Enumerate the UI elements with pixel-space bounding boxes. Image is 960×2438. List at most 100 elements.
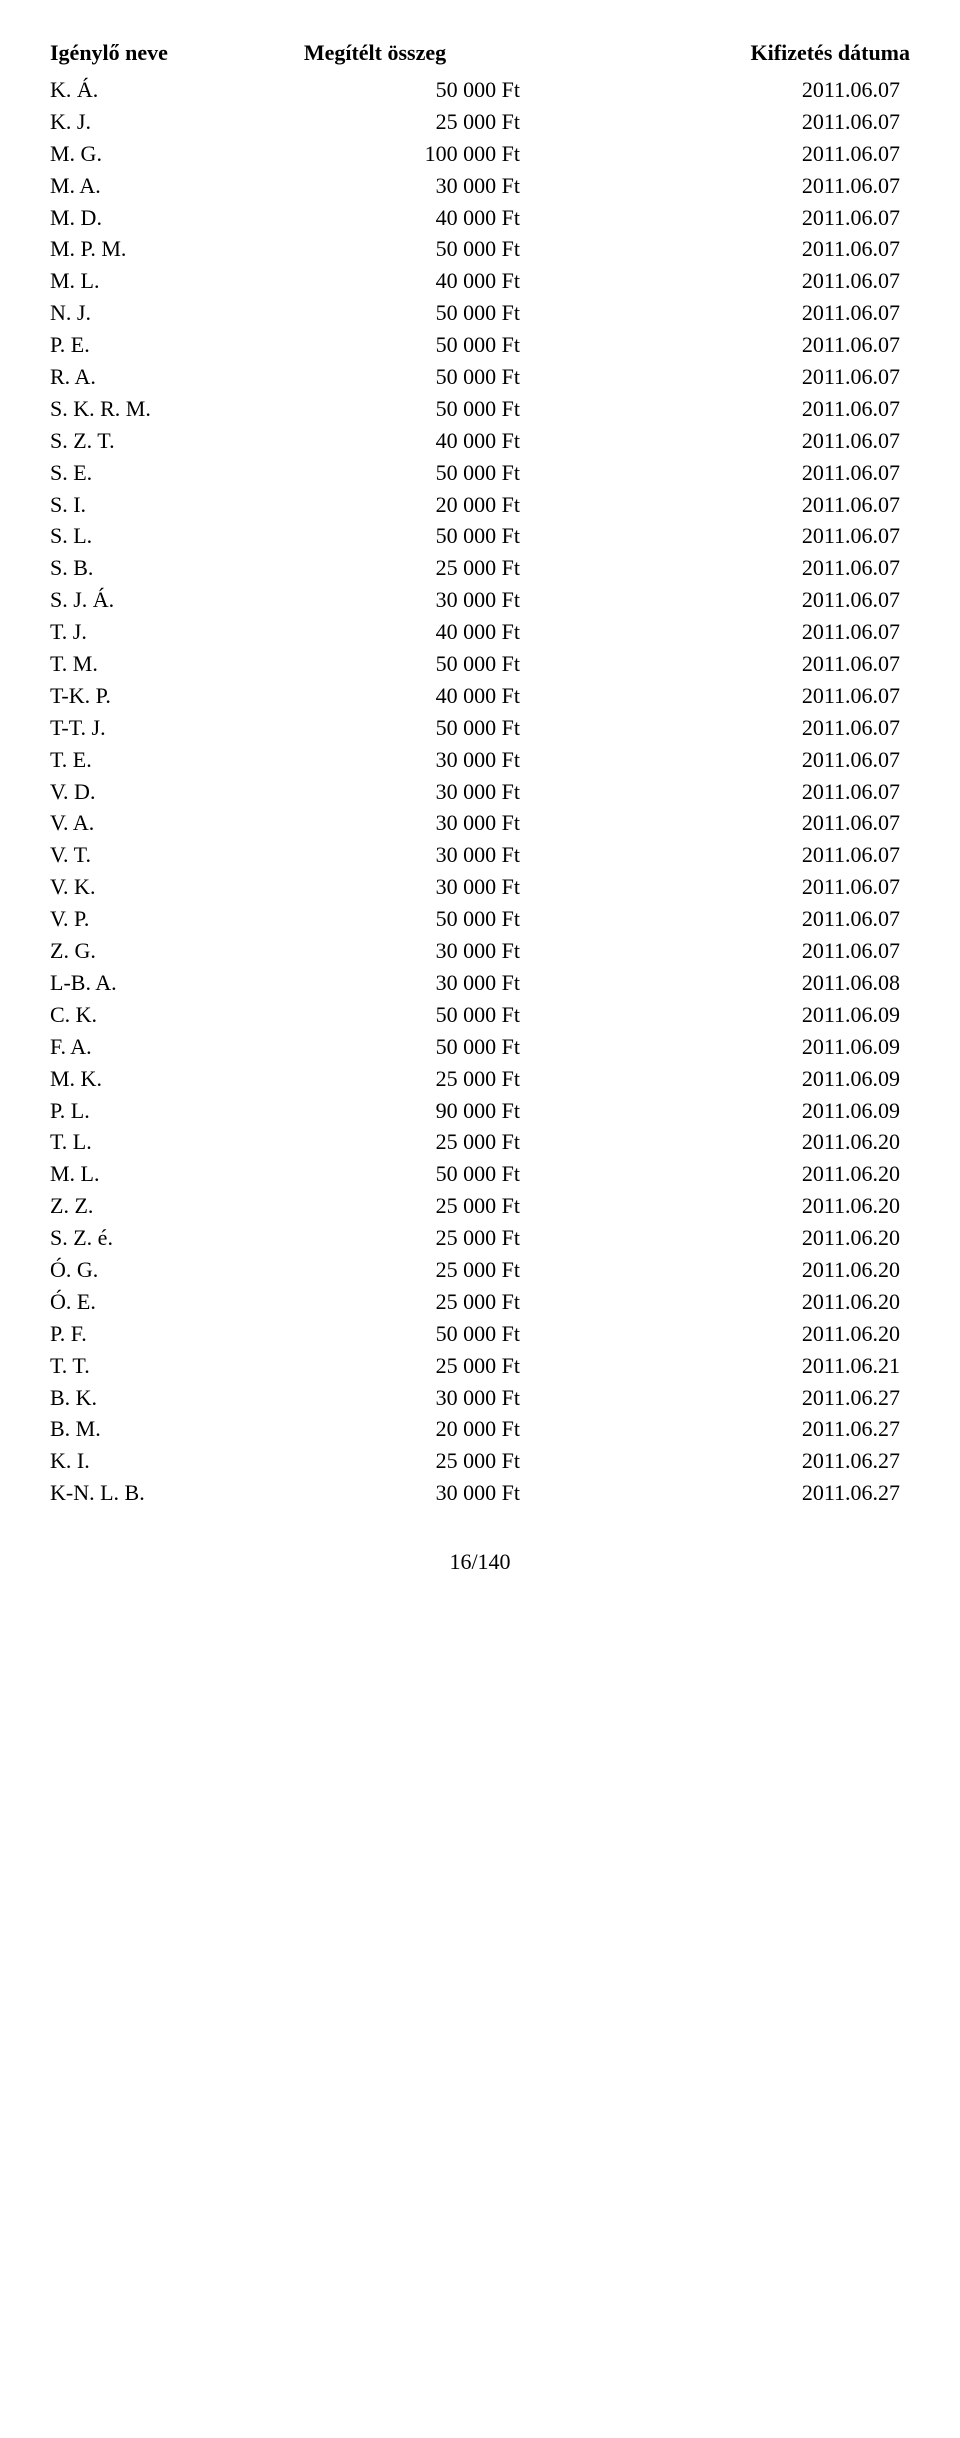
cell-name: T. T. [50,1350,220,1382]
cell-name: R. A. [50,361,220,393]
table-row: P. F.50 000 Ft2011.06.20 [50,1318,910,1350]
cell-amount: 25 000 Ft [220,1222,530,1254]
cell-name: P. E. [50,329,220,361]
cell-date: 2011.06.07 [530,233,910,265]
cell-amount: 50 000 Ft [220,1158,530,1190]
cell-date: 2011.06.20 [530,1158,910,1190]
table-row: K-N. L. B.30 000 Ft2011.06.27 [50,1477,910,1509]
table-row: S. L.50 000 Ft2011.06.07 [50,520,910,552]
cell-amount: 50 000 Ft [220,393,530,425]
cell-amount: 50 000 Ft [220,74,530,106]
cell-amount: 30 000 Ft [220,1477,530,1509]
cell-amount: 90 000 Ft [220,1095,530,1127]
cell-amount: 50 000 Ft [220,1031,530,1063]
cell-amount: 50 000 Ft [220,297,530,329]
table-row: K. I.25 000 Ft2011.06.27 [50,1445,910,1477]
cell-date: 2011.06.07 [530,616,910,648]
cell-date: 2011.06.20 [530,1286,910,1318]
table-row: P. E.50 000 Ft2011.06.07 [50,329,910,361]
cell-amount: 30 000 Ft [220,1382,530,1414]
table-row: S. B.25 000 Ft2011.06.07 [50,552,910,584]
cell-name: M. A. [50,170,220,202]
cell-name: K-N. L. B. [50,1477,220,1509]
cell-date: 2011.06.07 [530,393,910,425]
cell-name: M. L. [50,1158,220,1190]
cell-name: S. J. Á. [50,584,220,616]
cell-name: T-T. J. [50,712,220,744]
table-row: M. P. M.50 000 Ft2011.06.07 [50,233,910,265]
table-row: V. K.30 000 Ft2011.06.07 [50,871,910,903]
cell-amount: 25 000 Ft [220,1350,530,1382]
table-row: K. Á.50 000 Ft2011.06.07 [50,74,910,106]
page-number: 16/140 [50,1549,910,1575]
cell-amount: 50 000 Ft [220,1318,530,1350]
cell-date: 2011.06.07 [530,903,910,935]
table-row: K. J.25 000 Ft2011.06.07 [50,106,910,138]
cell-date: 2011.06.08 [530,967,910,999]
cell-name: K. J. [50,106,220,138]
table-row: V. A.30 000 Ft2011.06.07 [50,807,910,839]
cell-amount: 25 000 Ft [220,1190,530,1222]
cell-name: M. P. M. [50,233,220,265]
table-row: T-T. J.50 000 Ft2011.06.07 [50,712,910,744]
cell-name: Z. Z. [50,1190,220,1222]
cell-date: 2011.06.07 [530,807,910,839]
table-row: C. K.50 000 Ft2011.06.09 [50,999,910,1031]
cell-date: 2011.06.20 [530,1126,910,1158]
cell-date: 2011.06.27 [530,1477,910,1509]
cell-name: T. E. [50,744,220,776]
table-row: S. E.50 000 Ft2011.06.07 [50,457,910,489]
cell-date: 2011.06.07 [530,329,910,361]
cell-name: F. A. [50,1031,220,1063]
cell-name: V. D. [50,776,220,808]
cell-name: S. E. [50,457,220,489]
cell-amount: 30 000 Ft [220,871,530,903]
cell-amount: 30 000 Ft [220,935,530,967]
cell-name: C. K. [50,999,220,1031]
cell-amount: 25 000 Ft [220,1445,530,1477]
cell-date: 2011.06.07 [530,935,910,967]
cell-date: 2011.06.07 [530,648,910,680]
table-row: M. L.40 000 Ft2011.06.07 [50,265,910,297]
table-row: T. T.25 000 Ft2011.06.21 [50,1350,910,1382]
table-row: S. J. Á.30 000 Ft2011.06.07 [50,584,910,616]
cell-name: K. Á. [50,74,220,106]
table-row: F. A.50 000 Ft2011.06.09 [50,1031,910,1063]
cell-name: V. P. [50,903,220,935]
cell-name: S. B. [50,552,220,584]
cell-name: K. I. [50,1445,220,1477]
cell-date: 2011.06.09 [530,1063,910,1095]
cell-date: 2011.06.07 [530,520,910,552]
cell-name: L-B. A. [50,967,220,999]
cell-amount: 50 000 Ft [220,648,530,680]
table-row: M. K.25 000 Ft2011.06.09 [50,1063,910,1095]
cell-name: V. A. [50,807,220,839]
cell-date: 2011.06.07 [530,712,910,744]
cell-name: T. L. [50,1126,220,1158]
table-body: K. Á.50 000 Ft2011.06.07K. J.25 000 Ft20… [50,74,910,1509]
cell-name: Ó. G. [50,1254,220,1286]
cell-name: Ó. E. [50,1286,220,1318]
cell-date: 2011.06.07 [530,552,910,584]
cell-name: M. D. [50,202,220,234]
cell-name: V. K. [50,871,220,903]
cell-name: S. L. [50,520,220,552]
cell-amount: 30 000 Ft [220,967,530,999]
header-date: Kifizetés dátuma [530,40,910,66]
cell-name: T. M. [50,648,220,680]
cell-date: 2011.06.07 [530,680,910,712]
cell-name: T. J. [50,616,220,648]
table-row: M. D.40 000 Ft2011.06.07 [50,202,910,234]
table-row: M. L.50 000 Ft2011.06.20 [50,1158,910,1190]
cell-date: 2011.06.09 [530,1031,910,1063]
cell-name: N. J. [50,297,220,329]
cell-name: P. F. [50,1318,220,1350]
table-row: R. A.50 000 Ft2011.06.07 [50,361,910,393]
cell-amount: 25 000 Ft [220,552,530,584]
table-row: P. L.90 000 Ft2011.06.09 [50,1095,910,1127]
table-row: Ó. E.25 000 Ft2011.06.20 [50,1286,910,1318]
cell-date: 2011.06.07 [530,744,910,776]
cell-amount: 30 000 Ft [220,807,530,839]
cell-date: 2011.06.07 [530,74,910,106]
cell-name: B. K. [50,1382,220,1414]
